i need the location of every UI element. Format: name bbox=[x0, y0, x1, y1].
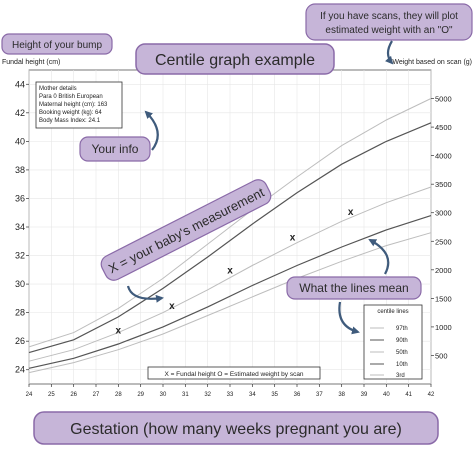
lines-up-arrow bbox=[368, 239, 390, 275]
x-tick-label: 39 bbox=[361, 392, 368, 398]
y-tick-label: 40 bbox=[15, 136, 25, 146]
fundal-height-point: x bbox=[116, 325, 122, 336]
legend-item-50th: 50th bbox=[396, 350, 408, 356]
x-tick-label: 28 bbox=[115, 392, 122, 398]
measurement-arrow bbox=[126, 285, 164, 303]
lines-down-arrow bbox=[338, 301, 360, 335]
y2-tick-label: 5000 bbox=[435, 95, 452, 104]
x-tick-label: 35 bbox=[271, 392, 278, 398]
y2-tick-label: 500 bbox=[435, 351, 448, 360]
fundal-height-point: x bbox=[227, 265, 233, 276]
callout-info: Your info bbox=[79, 136, 151, 162]
y2-tick-label: 4500 bbox=[435, 123, 452, 132]
callout-scans: If you have scans, they will plot estima… bbox=[305, 3, 473, 41]
mother-details-line: Para 0 British European bbox=[39, 94, 103, 100]
y-axis-title: Fundal height (cm) bbox=[2, 59, 60, 66]
callout-bump: Height of your bump bbox=[1, 33, 113, 55]
centile-legend-title: centile lines bbox=[377, 309, 408, 315]
x-tick-label: 24 bbox=[26, 392, 33, 398]
centile-line-90th bbox=[28, 122, 432, 354]
x-tick-label: 40 bbox=[383, 392, 390, 398]
y2-axis-title: Weight based on scan (g) bbox=[392, 59, 472, 66]
callout-title-text: Centile graph example bbox=[155, 52, 315, 69]
y-tick-label: 28 bbox=[15, 308, 25, 318]
x-tick-label: 42 bbox=[428, 392, 435, 398]
mother-details-line: Body Mass Index: 24.1 bbox=[39, 118, 101, 124]
callout-scans-line1: If you have scans, they will plot bbox=[320, 11, 458, 22]
y-tick-label: 30 bbox=[15, 279, 25, 289]
callout-lines-text: What the lines mean bbox=[299, 281, 408, 295]
fundal-height-point: x bbox=[348, 207, 354, 218]
footer-legend-text: X = Fundal height O = Estimated weight b… bbox=[164, 371, 303, 378]
callout-gestation: Gestation (how many weeks pregnant you a… bbox=[33, 411, 439, 445]
x-tick-label: 32 bbox=[204, 392, 211, 398]
y-tick-label: 44 bbox=[15, 79, 25, 89]
mother-details-title: Mother details bbox=[39, 86, 77, 92]
legend-item-3rd: 3rd bbox=[396, 373, 405, 379]
y-tick-label: 26 bbox=[15, 336, 25, 346]
centile-legend: centile lines 97th 90th 50th 10th 3rd bbox=[363, 304, 423, 380]
x-tick-label: 26 bbox=[70, 392, 77, 398]
centile-lines bbox=[28, 98, 432, 374]
fundal-height-point: x bbox=[290, 232, 296, 243]
y2-tick-label: 3000 bbox=[435, 209, 452, 218]
x-tick-label: 36 bbox=[294, 392, 301, 398]
y2-tick-label: 4000 bbox=[435, 152, 452, 161]
callout-title: Centile graph example bbox=[135, 43, 335, 75]
mother-details-line: Booking weight (kg): 64 bbox=[39, 110, 102, 116]
y2-tick-label: 1500 bbox=[435, 294, 452, 303]
callout-lines: What the lines mean bbox=[286, 276, 422, 300]
fundal-height-point: x bbox=[169, 301, 175, 312]
x-tick-label: 34 bbox=[249, 392, 256, 398]
x-tick-label: 31 bbox=[182, 392, 189, 398]
callout-scans-line2: estimated weight with an "O" bbox=[325, 25, 453, 36]
y2-tick-label: 1000 bbox=[435, 323, 452, 332]
y2-tick-label: 2500 bbox=[435, 237, 452, 246]
centile-line-50th bbox=[28, 186, 432, 362]
y2-tick-label: 2000 bbox=[435, 266, 452, 275]
legend-item-10th: 10th bbox=[396, 362, 408, 368]
mother-details-box: Mother details Para 0 British European M… bbox=[35, 81, 123, 129]
callout-gestation-text: Gestation (how many weeks pregnant you a… bbox=[70, 421, 402, 438]
x-tick-label: 41 bbox=[405, 392, 412, 398]
mother-details-line: Maternal height (cm): 163 bbox=[39, 102, 108, 108]
y-tick-label: 34 bbox=[15, 222, 25, 232]
centile-line-10th bbox=[28, 215, 432, 369]
scans-arrow bbox=[385, 40, 394, 65]
y-tick-label: 24 bbox=[15, 365, 25, 375]
callout-bump-text: Height of your bump bbox=[12, 40, 102, 51]
x-tick-label: 29 bbox=[137, 392, 144, 398]
y-tick-label: 38 bbox=[15, 165, 25, 175]
y-tick-label: 32 bbox=[15, 251, 25, 261]
x-tick-label: 37 bbox=[316, 392, 323, 398]
legend-item-97th: 97th bbox=[396, 326, 408, 332]
centile-line-97th bbox=[28, 98, 432, 348]
x-tick-label: 25 bbox=[48, 392, 55, 398]
legend-item-90th: 90th bbox=[396, 338, 408, 344]
axes: 24 25 26 27 28 29 30 31 32 33 34 35 36 37 38 39 40 41 42 24… bbox=[15, 79, 452, 398]
centile-line-3rd bbox=[28, 232, 432, 374]
x-tick-label: 27 bbox=[93, 392, 100, 398]
info-arrow bbox=[144, 110, 159, 151]
y2-tick-label: 3500 bbox=[435, 180, 452, 189]
x-tick-label: 30 bbox=[160, 392, 167, 398]
callout-info-text: Your info bbox=[92, 142, 139, 156]
x-tick-label: 33 bbox=[227, 392, 234, 398]
footer-legend: X = Fundal height O = Estimated weight b… bbox=[147, 366, 321, 380]
x-tick-label: 38 bbox=[338, 392, 345, 398]
y-tick-label: 42 bbox=[15, 108, 25, 118]
fundal-height-points: x x x x x bbox=[116, 207, 354, 336]
y-tick-label: 36 bbox=[15, 193, 25, 203]
